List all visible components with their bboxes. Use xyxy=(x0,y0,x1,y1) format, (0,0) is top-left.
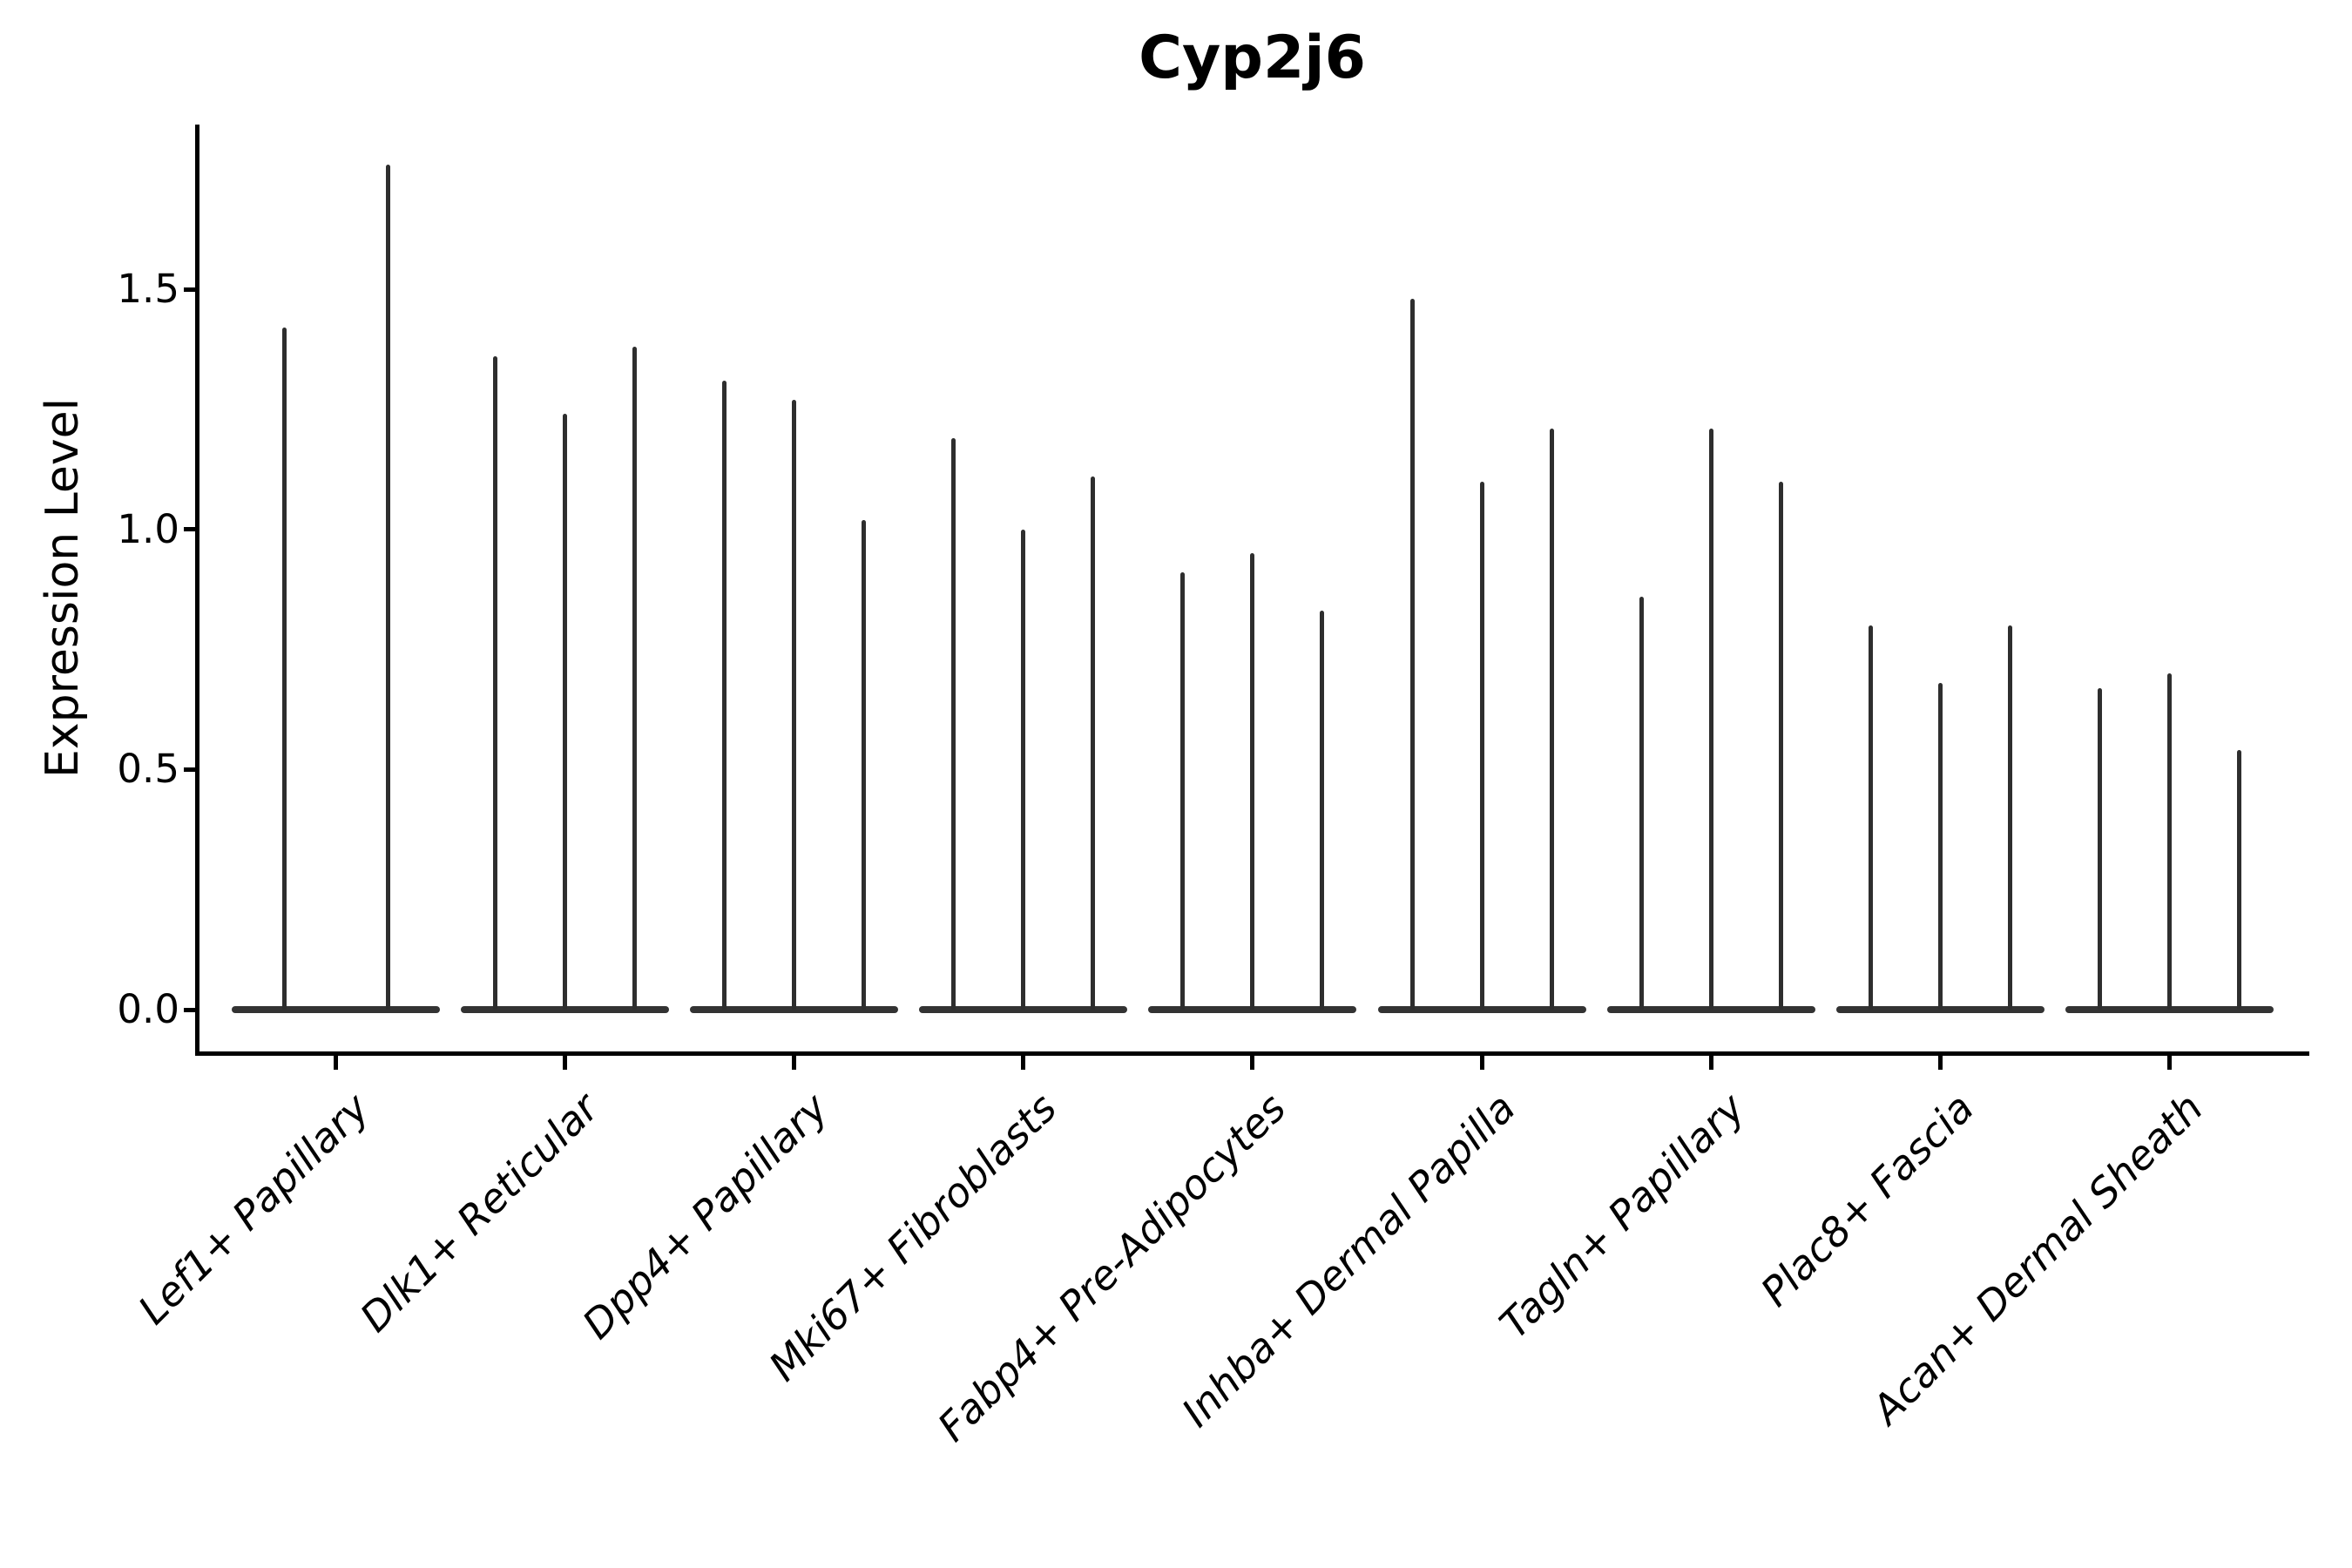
violin-spike xyxy=(1021,530,1026,1010)
violin-spike xyxy=(2166,673,2172,1010)
x-axis-tick xyxy=(1708,1056,1713,1070)
y-axis-line xyxy=(195,125,199,1056)
violin-spike xyxy=(385,165,390,1010)
violin-base xyxy=(919,1006,1128,1013)
violin-base xyxy=(1148,1006,1357,1013)
violin-spike xyxy=(2007,625,2012,1010)
chart-title: Cyp2j6 xyxy=(1139,24,1366,92)
violin-base xyxy=(232,1006,440,1013)
violin-spike xyxy=(1250,553,1255,1010)
x-axis-tick xyxy=(1021,1056,1026,1070)
violin-spike xyxy=(951,438,956,1010)
x-tick-label: Tagln+ Papillary xyxy=(1490,1084,1754,1348)
violin-spike xyxy=(2097,688,2102,1010)
y-tick-label: 0.0 xyxy=(117,986,179,1032)
violin-spike xyxy=(1091,476,1096,1010)
y-axis-tick xyxy=(184,1007,195,1012)
violin-spike xyxy=(1320,611,1325,1010)
violin-base xyxy=(1835,1006,2044,1013)
violin-base xyxy=(2065,1006,2274,1013)
violin-base xyxy=(461,1006,670,1013)
violin-spike xyxy=(1479,482,1484,1010)
x-tick-label: Plac8+ Fascia xyxy=(1751,1084,1983,1315)
violin-spike xyxy=(1937,683,1943,1010)
x-axis-line xyxy=(195,1051,2309,1056)
y-axis-tick xyxy=(184,527,195,532)
violin-spike xyxy=(1868,625,1873,1010)
violin-base xyxy=(1606,1006,1815,1013)
x-axis-tick xyxy=(1250,1056,1255,1070)
violin-spike xyxy=(281,328,287,1010)
violin-spike xyxy=(722,381,727,1010)
y-tick-label: 1.0 xyxy=(117,505,179,552)
x-axis-tick xyxy=(2166,1056,2172,1070)
x-axis-tick xyxy=(1937,1056,1943,1070)
y-tick-label: 0.5 xyxy=(117,746,179,793)
x-tick-label: Dlk1+ Reticular xyxy=(350,1084,608,1342)
x-tick-label: Dpp4+ Papillary xyxy=(572,1084,837,1348)
violin-spike xyxy=(1778,482,1783,1010)
violin-spike xyxy=(632,347,638,1010)
violin-spike xyxy=(862,520,867,1010)
x-axis-tick xyxy=(792,1056,797,1070)
x-axis-tick xyxy=(334,1056,338,1070)
violin-base xyxy=(690,1006,899,1013)
y-tick-label: 1.5 xyxy=(117,266,179,313)
violin-spike xyxy=(563,414,568,1010)
violin-spike xyxy=(1708,429,1713,1010)
y-axis-tick xyxy=(184,767,195,772)
y-axis-label: Expression Level xyxy=(37,397,89,779)
y-axis-tick xyxy=(184,287,195,292)
x-tick-label: Lef1+ Papillary xyxy=(129,1084,379,1334)
violin-base xyxy=(1377,1006,1586,1013)
violin-spike xyxy=(1409,299,1415,1010)
violin-spike xyxy=(2236,750,2241,1010)
violin-spike xyxy=(1549,429,1554,1010)
x-axis-tick xyxy=(563,1056,568,1070)
violin-spike xyxy=(792,400,797,1010)
violin-spike xyxy=(1180,572,1186,1010)
x-axis-tick xyxy=(1479,1056,1484,1070)
violin-spike xyxy=(1639,597,1644,1010)
violin-spike xyxy=(493,356,498,1010)
